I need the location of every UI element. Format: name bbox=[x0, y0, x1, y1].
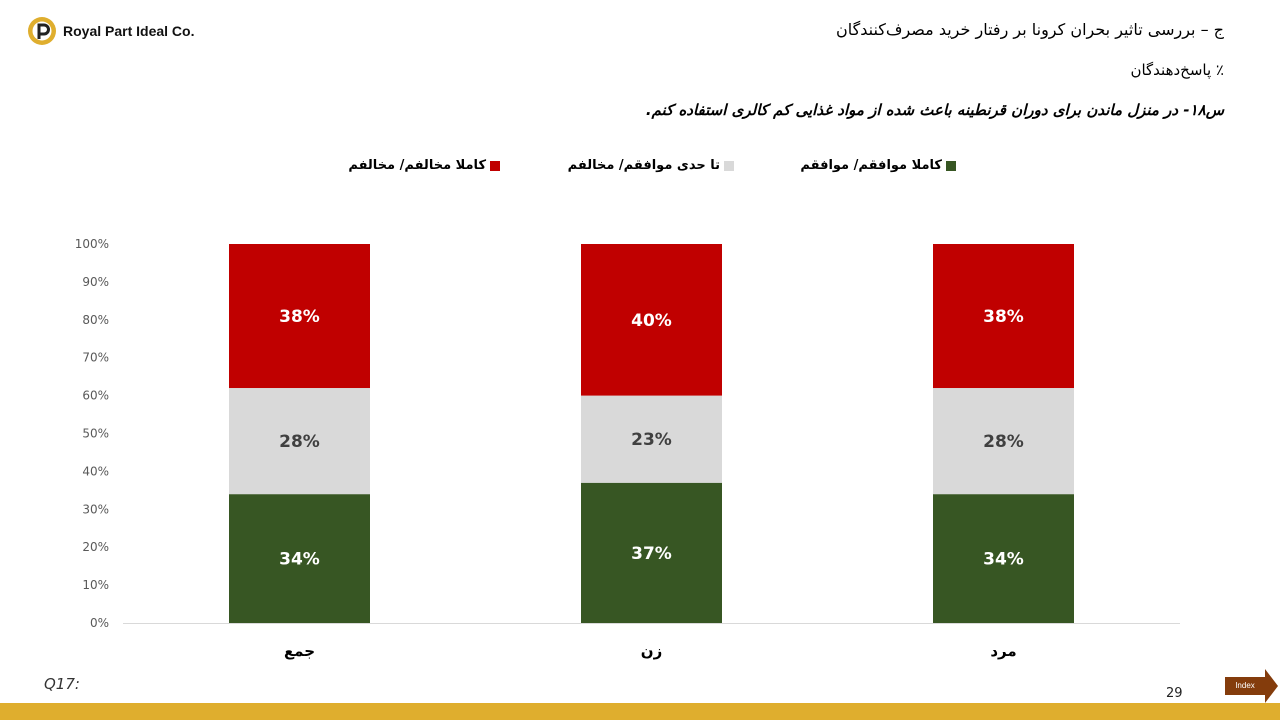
y-tick-label: 40% bbox=[82, 464, 109, 478]
x-category-label: مرد bbox=[990, 642, 1016, 660]
legend-label-agree: کاملا موافقم/ موافقم bbox=[800, 158, 942, 173]
bar-segment bbox=[933, 388, 1074, 495]
bar-segment bbox=[581, 395, 722, 483]
legend-swatch-agree bbox=[946, 160, 956, 171]
survey-question: س۱۸- در منزل ماندن برای دوران قرنطینه با… bbox=[645, 101, 1224, 119]
data-label: 38% bbox=[983, 307, 1024, 327]
legend-swatch-disagree bbox=[490, 160, 500, 171]
y-tick-label: 70% bbox=[82, 351, 109, 365]
page-title: ج – بررسی تاثیر بحران کرونا بر رفتار خری… bbox=[835, 20, 1224, 39]
legend-item-neutral: تا حدی موافقم/ مخالفم bbox=[568, 158, 734, 173]
page-number: 29 bbox=[1166, 686, 1183, 701]
y-tick-label: 0% bbox=[90, 616, 109, 630]
y-tick-label: 90% bbox=[82, 275, 109, 289]
data-label: 40% bbox=[631, 311, 672, 331]
footer-bar bbox=[0, 703, 1280, 720]
data-label: 23% bbox=[631, 430, 672, 450]
legend-item-agree: کاملا موافقم/ موافقم bbox=[800, 158, 956, 173]
data-label: 28% bbox=[279, 432, 320, 452]
x-category-label: جمع bbox=[284, 642, 315, 660]
y-tick-label: 100% bbox=[75, 237, 109, 251]
index-button[interactable] bbox=[1225, 669, 1278, 703]
y-tick-label: 80% bbox=[82, 313, 109, 327]
y-tick-label: 20% bbox=[82, 540, 109, 554]
bar-segment bbox=[229, 494, 370, 623]
data-label: 37% bbox=[631, 544, 672, 564]
arrow-right-icon bbox=[1225, 669, 1278, 703]
legend-swatch-neutral bbox=[724, 160, 734, 171]
bar-segment bbox=[933, 494, 1074, 623]
bar-segment bbox=[933, 244, 1074, 389]
data-label: 28% bbox=[983, 432, 1024, 452]
x-category-label: زن bbox=[641, 642, 662, 660]
y-tick-label: 60% bbox=[82, 389, 109, 403]
data-label: 34% bbox=[279, 550, 320, 570]
data-label: 34% bbox=[983, 550, 1024, 570]
bar-segment bbox=[229, 388, 370, 495]
data-label: 38% bbox=[279, 307, 320, 327]
question-code: Q17: bbox=[44, 675, 80, 693]
index-button-label[interactable]: Index bbox=[1235, 681, 1255, 690]
legend-label-disagree: کاملا مخالفم/ مخالفم bbox=[348, 158, 486, 173]
company-logo: Royal Part Ideal Co. bbox=[27, 16, 194, 46]
legend-item-disagree: کاملا مخالفم/ مخالفم bbox=[348, 158, 500, 173]
logo-icon bbox=[28, 17, 56, 45]
bar-segment bbox=[581, 244, 722, 396]
y-tick-label: 50% bbox=[82, 427, 109, 441]
legend-label-neutral: تا حدی موافقم/ مخالفم bbox=[567, 158, 720, 173]
page-subtitle: ٪ پاسخ‌دهندگان bbox=[1130, 61, 1224, 79]
bar-segment bbox=[581, 482, 722, 623]
company-name: Royal Part Ideal Co. bbox=[63, 23, 195, 39]
y-tick-label: 30% bbox=[82, 502, 109, 516]
y-tick-label: 10% bbox=[82, 578, 109, 592]
bar-segment bbox=[229, 244, 370, 389]
